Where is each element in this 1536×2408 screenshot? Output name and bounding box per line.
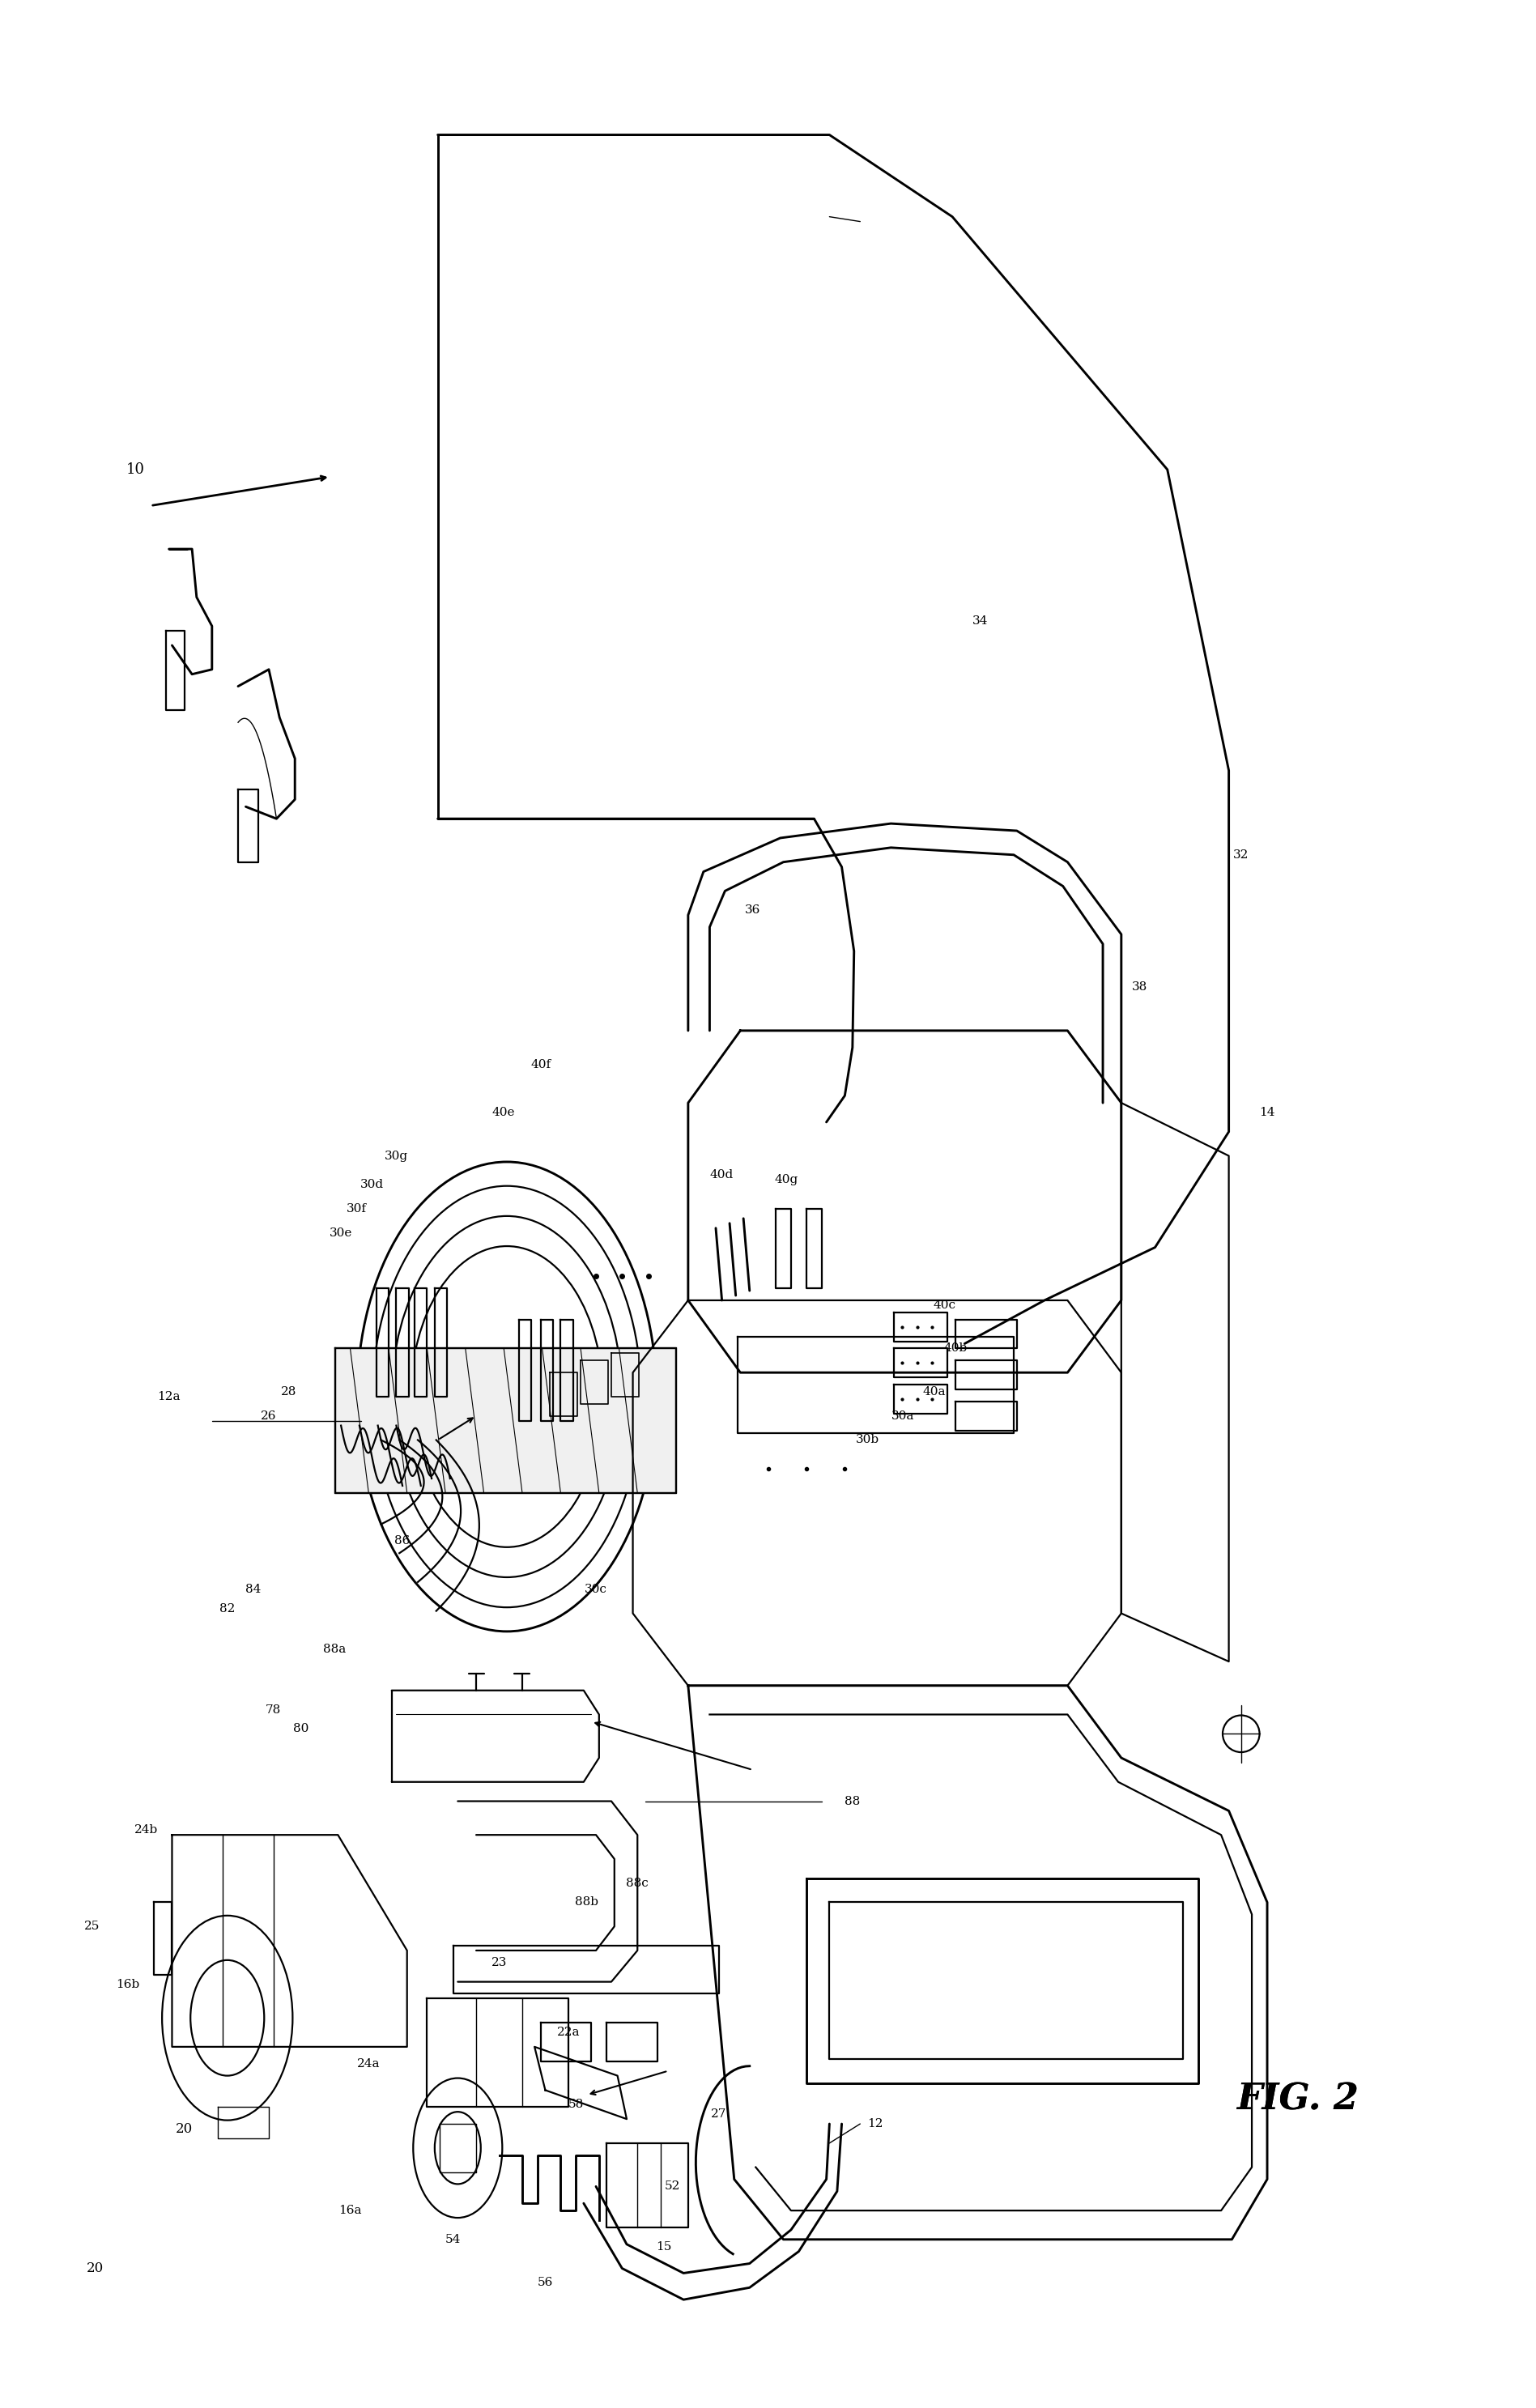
Text: 30c: 30c xyxy=(585,1584,607,1594)
Text: 40e: 40e xyxy=(492,1108,516,1117)
Text: 25: 25 xyxy=(84,1922,100,1931)
Text: 30b: 30b xyxy=(856,1435,880,1445)
Text: 20: 20 xyxy=(175,2121,194,2136)
Text: 27: 27 xyxy=(711,2109,727,2119)
Text: 30a: 30a xyxy=(892,1411,914,1421)
Text: 82: 82 xyxy=(220,1604,235,1613)
Text: 12: 12 xyxy=(868,2119,883,2129)
Text: 24b: 24b xyxy=(134,1825,158,1835)
Text: 15: 15 xyxy=(656,2242,671,2251)
Text: 16a: 16a xyxy=(338,2206,362,2215)
Text: FIG. 2: FIG. 2 xyxy=(1236,2083,1359,2117)
Text: 56: 56 xyxy=(538,2278,553,2288)
Text: 32: 32 xyxy=(1233,850,1249,860)
Text: 78: 78 xyxy=(266,1705,281,1714)
Text: 36: 36 xyxy=(745,905,760,915)
Text: 23: 23 xyxy=(492,1958,507,1967)
Text: 40d: 40d xyxy=(710,1170,734,1180)
Text: 30d: 30d xyxy=(359,1180,384,1190)
Text: 30f: 30f xyxy=(346,1204,367,1214)
Text: 40c: 40c xyxy=(934,1300,955,1310)
Text: 88c: 88c xyxy=(627,1878,648,1888)
Text: 52: 52 xyxy=(665,2182,680,2191)
Text: 80: 80 xyxy=(293,1724,309,1734)
Text: 20: 20 xyxy=(86,2261,104,2276)
Text: 34: 34 xyxy=(972,616,988,626)
Text: 40g: 40g xyxy=(774,1175,799,1185)
Text: 30g: 30g xyxy=(384,1151,409,1161)
Text: 88b: 88b xyxy=(574,1898,599,1907)
Text: 40f: 40f xyxy=(530,1060,551,1069)
Text: FIG. 2: FIG. 2 xyxy=(1236,2083,1359,2117)
Text: 88: 88 xyxy=(845,1796,860,1806)
Text: 10: 10 xyxy=(126,462,144,477)
Text: 88a: 88a xyxy=(324,1645,346,1654)
Text: 12a: 12a xyxy=(157,1392,181,1401)
Text: 22a: 22a xyxy=(556,2028,581,2037)
Text: 16b: 16b xyxy=(115,1979,140,1989)
Text: 54: 54 xyxy=(445,2235,461,2244)
Text: 26: 26 xyxy=(261,1411,276,1421)
Text: 40b: 40b xyxy=(943,1344,968,1353)
Text: 24a: 24a xyxy=(356,2059,381,2068)
Text: 84: 84 xyxy=(246,1584,261,1594)
Text: 38: 38 xyxy=(1132,982,1147,992)
Text: 58: 58 xyxy=(568,2100,584,2109)
Text: 28: 28 xyxy=(281,1387,296,1397)
Polygon shape xyxy=(335,1348,676,1493)
Text: 14: 14 xyxy=(1260,1108,1275,1117)
Text: 30e: 30e xyxy=(330,1228,352,1238)
Text: 40a: 40a xyxy=(922,1387,946,1397)
Text: 86: 86 xyxy=(395,1536,410,1546)
